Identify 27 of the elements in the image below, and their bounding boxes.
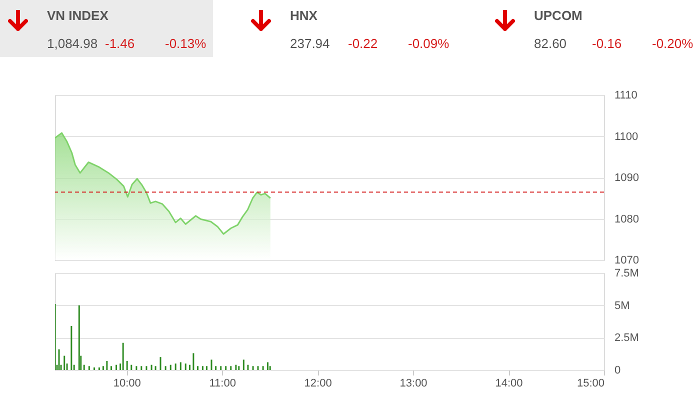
text: 1,084.98 — [47, 36, 98, 51]
x-tick-label: 12:00 — [304, 378, 332, 390]
text: -0.22 — [348, 36, 378, 51]
y-tick-label: 1070 — [614, 254, 639, 266]
y-tick-label: 0 — [614, 364, 621, 376]
x-tick-label: 10:00 — [113, 378, 141, 390]
y-tick-label: 1080 — [614, 213, 639, 226]
text: -0.13% — [165, 36, 206, 51]
text: -0.20% — [652, 36, 693, 51]
y-tick-label: 1100 — [614, 130, 638, 143]
y-tick-label: 2.5M — [614, 332, 639, 344]
text: UPCOM — [534, 8, 582, 23]
text: 82.60 — [534, 36, 567, 51]
x-tick-label: 13:00 — [400, 378, 428, 390]
x-tick-label: 14:00 — [495, 378, 523, 390]
text: HNX — [290, 8, 318, 23]
text: -1.46 — [105, 36, 135, 51]
y-tick-label: 1090 — [614, 172, 639, 184]
text: VN INDEX — [47, 8, 108, 23]
y-tick-label: 5M — [614, 300, 630, 312]
y-tick-label: 1110 — [614, 90, 638, 102]
text: -0.16 — [592, 36, 622, 51]
text: -0.09% — [408, 36, 450, 51]
x-tick-label: 15:00 — [576, 378, 604, 390]
x-tick-label: 11:00 — [209, 378, 236, 390]
text: 237.94 — [290, 36, 330, 51]
y-tick-label: 7.5M — [614, 268, 639, 280]
